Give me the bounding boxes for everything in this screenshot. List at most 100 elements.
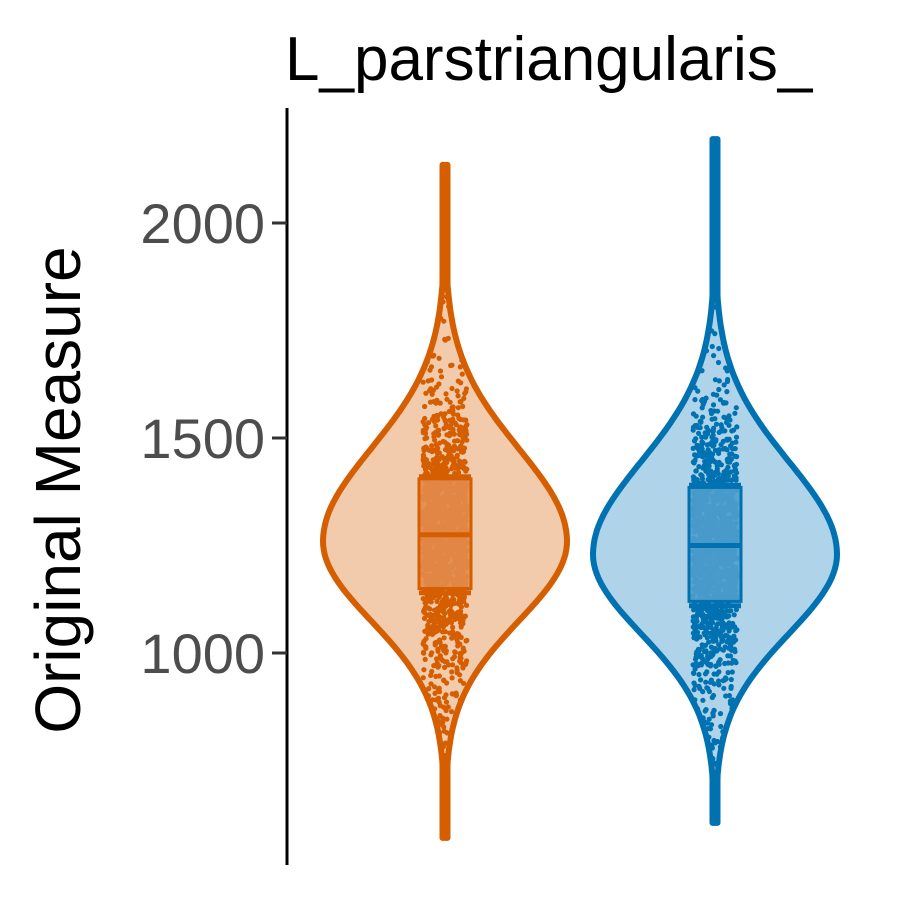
data-point <box>702 434 708 440</box>
data-point <box>429 443 435 449</box>
data-point <box>709 416 715 422</box>
data-point <box>427 595 434 601</box>
data-point <box>712 275 718 281</box>
data-point <box>446 408 452 414</box>
data-point <box>440 624 446 630</box>
data-point <box>696 430 702 436</box>
y-tick-label: 2000 <box>140 192 265 255</box>
data-point <box>421 667 427 673</box>
data-point <box>709 619 716 626</box>
data-point <box>441 260 447 266</box>
data-point <box>461 417 467 423</box>
data-point <box>434 450 440 456</box>
data-point <box>712 459 718 465</box>
data-point <box>733 405 739 411</box>
data-point <box>452 331 458 337</box>
data-point <box>728 683 734 690</box>
data-point <box>455 438 461 444</box>
data-point <box>432 690 438 697</box>
data-point <box>422 422 428 428</box>
data-point <box>451 456 457 462</box>
data-point <box>420 675 426 681</box>
violin-group <box>590 136 840 826</box>
data-point <box>458 449 465 455</box>
data-point <box>720 735 726 741</box>
data-point <box>434 412 440 418</box>
data-point <box>710 451 716 457</box>
data-point <box>443 699 450 705</box>
data-point <box>709 745 716 751</box>
data-point <box>441 425 448 431</box>
data-point <box>732 453 738 459</box>
data-point <box>695 706 701 712</box>
data-point <box>705 427 711 433</box>
data-point <box>444 278 450 284</box>
data-point <box>698 677 704 683</box>
data-point <box>714 648 720 654</box>
data-point <box>712 258 718 264</box>
data-point <box>693 618 700 624</box>
data-point <box>691 438 698 444</box>
data-point <box>448 362 454 369</box>
data-point <box>436 431 442 438</box>
data-point <box>450 447 456 453</box>
data-point <box>433 423 439 429</box>
data-point <box>430 387 436 394</box>
y-axis-label: Original Measure <box>22 246 94 733</box>
data-point <box>728 456 735 462</box>
data-point <box>432 706 438 712</box>
chart-title: L_parstriangularis_ <box>285 25 814 94</box>
data-point <box>695 452 701 458</box>
data-point <box>440 744 446 750</box>
data-point <box>734 424 740 430</box>
data-point <box>428 364 435 370</box>
data-point <box>437 703 443 709</box>
data-point <box>459 439 465 445</box>
data-point <box>442 786 448 792</box>
data-point <box>704 685 710 691</box>
data-point <box>439 286 445 292</box>
data-point <box>425 693 432 699</box>
data-point <box>464 466 470 472</box>
data-point <box>710 472 716 478</box>
data-point <box>717 630 724 636</box>
data-point <box>449 669 455 675</box>
data-point <box>427 388 433 394</box>
data-point <box>434 598 440 605</box>
data-point <box>437 713 443 719</box>
data-point <box>457 697 464 703</box>
data-point <box>692 697 698 703</box>
data-point <box>423 636 429 642</box>
data-point <box>723 365 729 371</box>
data-point <box>422 596 428 602</box>
data-point <box>722 428 728 434</box>
data-point <box>449 320 455 326</box>
data-point <box>717 711 724 717</box>
data-point <box>708 624 714 631</box>
data-point <box>712 740 718 746</box>
data-point <box>733 439 739 445</box>
data-point <box>732 446 738 452</box>
data-point <box>691 607 697 613</box>
data-point <box>691 687 697 693</box>
data-point <box>436 685 442 691</box>
data-point <box>725 473 731 479</box>
data-point <box>711 280 717 286</box>
data-point <box>455 393 461 399</box>
data-point <box>437 719 443 725</box>
data-point <box>431 621 438 627</box>
data-point <box>714 466 720 472</box>
data-point <box>710 443 716 449</box>
data-point <box>452 634 458 640</box>
data-point <box>436 734 442 740</box>
data-point <box>703 648 709 654</box>
data-point <box>710 428 716 434</box>
data-point <box>441 244 447 251</box>
data-point <box>716 447 722 453</box>
data-point <box>731 612 737 618</box>
data-point <box>703 707 709 713</box>
data-point <box>708 630 714 636</box>
data-point <box>723 632 729 638</box>
data-point <box>446 444 452 451</box>
data-point <box>697 623 703 629</box>
